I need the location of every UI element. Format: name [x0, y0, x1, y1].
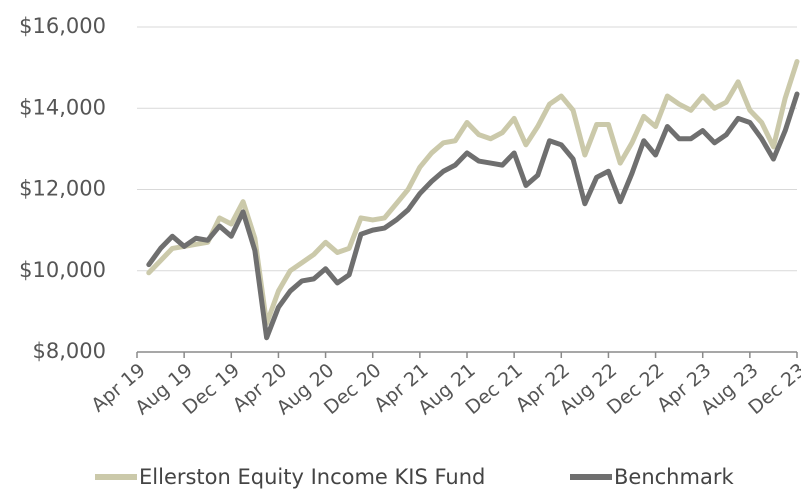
y-tick-label: $8,000 — [33, 339, 106, 363]
legend-item: Ellerston Equity Income KIS Fund — [95, 465, 485, 489]
y-tick-label: $14,000 — [19, 95, 106, 119]
series-line — [146, 59, 800, 327]
legend-label: Benchmark — [614, 465, 734, 489]
y-tick-label: $16,000 — [19, 14, 106, 38]
y-tick-label: $10,000 — [19, 258, 106, 282]
series-line — [146, 91, 800, 341]
legend-item: Benchmark — [570, 465, 734, 489]
y-tick-label: $12,000 — [19, 177, 106, 201]
legend-label: Ellerston Equity Income KIS Fund — [139, 465, 485, 489]
